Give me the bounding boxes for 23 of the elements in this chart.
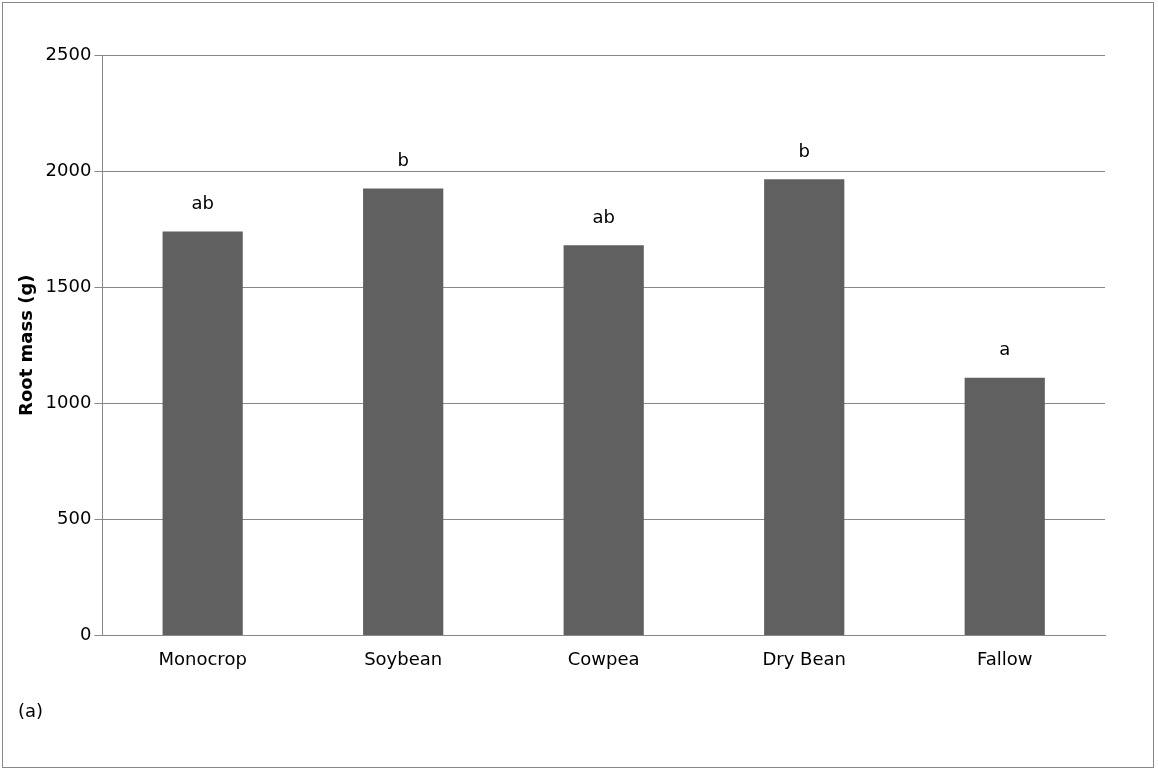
x-tick-label: Monocrop	[158, 647, 247, 669]
annotation: ab	[592, 206, 615, 228]
x-tick-label: Fallow	[977, 647, 1033, 669]
y-axis-title: Root mass (g)	[15, 274, 37, 416]
bar	[563, 245, 644, 635]
x-tick-label: Cowpea	[567, 647, 640, 669]
bar	[764, 179, 845, 635]
y-tick-label: 2000	[45, 158, 92, 180]
bar	[964, 377, 1045, 635]
annotation: ab	[191, 192, 214, 214]
y-tick-label: 500	[57, 506, 92, 528]
y-tick-label: 1000	[45, 390, 92, 412]
y-tick-label: 2500	[45, 42, 92, 64]
annotation: a	[999, 338, 1011, 360]
annotation: b	[798, 139, 810, 161]
y-tick-label: 1500	[45, 274, 92, 296]
x-tick-label: Dry Bean	[762, 647, 846, 669]
bar	[162, 231, 243, 635]
bar	[363, 188, 444, 635]
text: (a)	[18, 700, 44, 721]
annotation: b	[397, 149, 409, 171]
y-tick-label: 0	[79, 623, 92, 645]
x-tick-label: Soybean	[364, 647, 443, 669]
